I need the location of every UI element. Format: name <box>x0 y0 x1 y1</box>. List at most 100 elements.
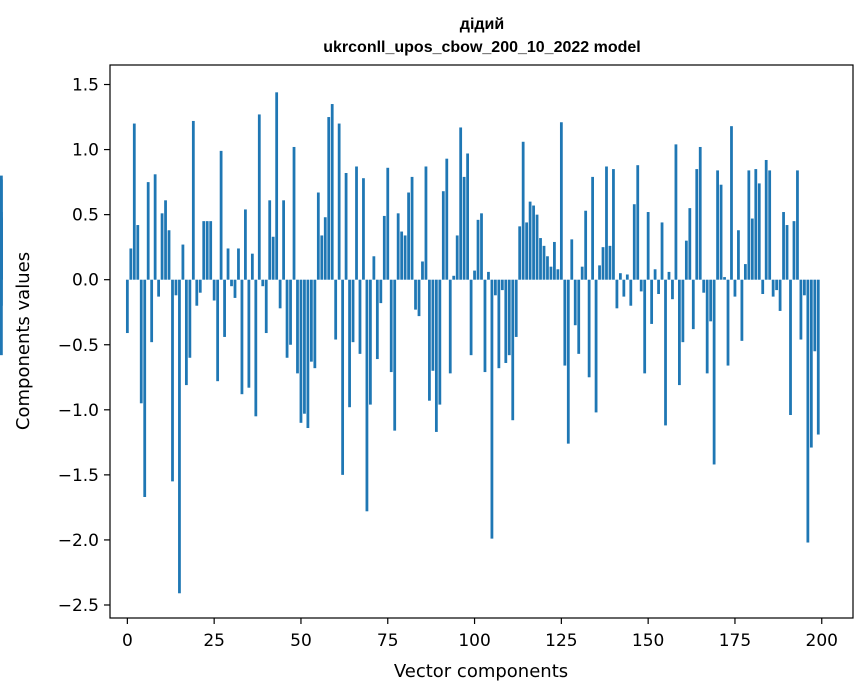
y-axis-label: Components values <box>13 252 34 430</box>
bar <box>250 253 254 280</box>
bar <box>219 150 223 280</box>
bar <box>664 279 667 426</box>
bar <box>733 279 737 297</box>
bar <box>615 279 619 309</box>
bar <box>678 279 681 386</box>
bar <box>702 279 706 293</box>
bar <box>358 279 362 354</box>
y-tick-label: −2.0 <box>58 531 99 551</box>
bar <box>497 279 501 369</box>
bar <box>441 191 445 280</box>
bar <box>233 279 237 298</box>
bar <box>355 166 358 280</box>
bar <box>726 279 730 366</box>
bar <box>237 248 240 280</box>
bar <box>719 184 723 280</box>
bar <box>532 205 535 280</box>
bar <box>806 279 810 543</box>
bar <box>792 221 796 280</box>
bar <box>452 275 456 280</box>
bar <box>244 209 247 280</box>
bar <box>601 247 605 280</box>
bar <box>487 271 490 280</box>
bar <box>448 279 452 374</box>
bar <box>299 279 303 423</box>
y-tick-label: −1.0 <box>58 401 99 421</box>
bar <box>205 221 209 280</box>
bar <box>344 173 348 280</box>
bar <box>504 279 508 363</box>
y-tick-label: −0.5 <box>58 336 99 356</box>
bar <box>434 279 438 432</box>
bar <box>403 235 407 280</box>
bar <box>698 146 702 280</box>
bar <box>473 270 476 280</box>
bar <box>257 114 261 280</box>
x-tick-label: 25 <box>203 631 225 651</box>
x-tick-label: 0 <box>122 631 133 651</box>
bar <box>625 274 629 280</box>
bar <box>459 127 463 280</box>
bar <box>480 213 483 280</box>
bar <box>743 264 747 280</box>
bar <box>351 279 355 343</box>
bar <box>414 279 417 310</box>
bar <box>289 279 292 345</box>
bar <box>167 230 171 280</box>
bar <box>455 235 459 280</box>
bar <box>494 279 497 296</box>
bar <box>764 159 768 280</box>
x-axis: 0 25 50 75 100 125 150 175 200 <box>122 618 838 651</box>
bar <box>171 279 174 482</box>
bar <box>153 174 157 280</box>
bar <box>462 176 466 280</box>
bar <box>573 279 577 326</box>
bar <box>650 279 654 324</box>
x-tick-label: 50 <box>290 631 312 651</box>
bar <box>483 279 487 373</box>
x-tick-label: 200 <box>806 631 838 651</box>
bar <box>247 279 251 388</box>
bar <box>202 221 206 280</box>
bar-series <box>0 92 820 594</box>
bar <box>417 279 421 317</box>
bar <box>525 222 529 280</box>
bar <box>334 279 338 340</box>
bar <box>410 176 414 280</box>
bar <box>671 279 674 300</box>
bar <box>716 170 719 280</box>
bar <box>803 279 806 296</box>
bar <box>681 279 685 343</box>
bar <box>629 279 633 306</box>
x-tick-label: 150 <box>632 631 664 651</box>
bar <box>285 279 289 358</box>
bar <box>320 235 324 280</box>
bar <box>587 279 591 378</box>
bar <box>556 269 560 280</box>
x-tick-label: 125 <box>545 631 577 651</box>
bar <box>139 279 143 404</box>
bar <box>632 204 636 280</box>
bar <box>431 279 435 371</box>
bar <box>174 279 178 296</box>
bar <box>761 279 765 294</box>
x-tick-label: 100 <box>458 631 490 651</box>
bar <box>323 217 327 280</box>
bar <box>559 122 563 280</box>
bar <box>782 212 785 280</box>
bar <box>549 266 553 280</box>
bar <box>181 244 185 280</box>
bar <box>261 279 265 287</box>
bar <box>553 241 556 280</box>
bar <box>684 240 688 280</box>
bar <box>674 144 678 280</box>
bar <box>327 117 331 280</box>
bar <box>799 279 803 340</box>
bar <box>428 279 431 401</box>
bar <box>563 279 567 366</box>
bar <box>146 182 150 280</box>
bar <box>316 192 320 280</box>
bar <box>771 279 775 297</box>
bar <box>188 279 192 358</box>
